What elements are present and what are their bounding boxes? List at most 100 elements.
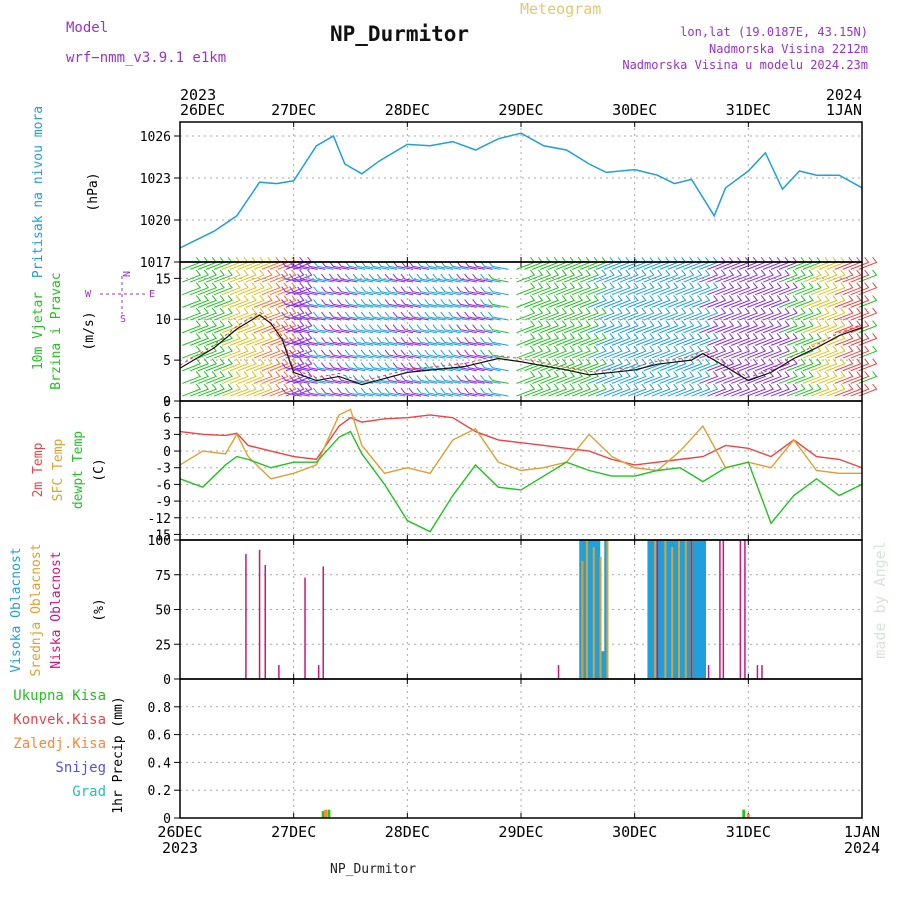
wind-barb <box>440 261 461 270</box>
wind-barb <box>762 333 782 346</box>
wind-barb <box>651 257 671 270</box>
wind-barb <box>611 269 631 283</box>
wind-barb <box>313 324 334 334</box>
pressure-series-line <box>179 132 863 249</box>
wind-barb <box>731 269 751 283</box>
wind-barb <box>731 383 751 397</box>
wind-barb <box>643 307 663 321</box>
wind-barb <box>198 269 218 283</box>
wind-barb <box>237 371 257 384</box>
wind-barb <box>548 307 568 321</box>
wind-barb <box>205 345 225 359</box>
cloud-mid-bar <box>654 540 657 679</box>
wind-barb <box>221 269 241 283</box>
wind-barb <box>400 286 422 296</box>
wind-barb <box>810 282 830 296</box>
t2m-series-line <box>179 414 863 469</box>
wind-barb <box>659 320 679 334</box>
cloud-low-bar <box>739 540 742 679</box>
wind-barb <box>376 286 398 296</box>
wind-barb <box>635 282 655 296</box>
wind-barb <box>699 307 719 321</box>
wind-barb <box>532 282 552 296</box>
wind-barb <box>627 333 647 346</box>
wind-barb <box>432 375 453 384</box>
wind-barb <box>747 307 767 321</box>
wind-axis-title-line2: Brzina i Pravac <box>49 272 64 389</box>
wind-barb <box>368 273 390 283</box>
wind-barb <box>190 295 210 308</box>
wind-barb <box>213 345 233 359</box>
wind-barb <box>424 286 445 296</box>
wind-barb <box>571 307 591 321</box>
wind-barb <box>564 358 584 372</box>
wind-barb <box>289 387 310 397</box>
wind-barb <box>245 282 265 296</box>
wind-barb <box>556 358 576 372</box>
wind-barb <box>281 349 302 359</box>
wind-barb <box>472 375 493 384</box>
wind-barb <box>384 273 406 283</box>
wind-barb <box>277 320 297 334</box>
wind-barb <box>440 375 461 384</box>
wind-barb <box>205 358 225 372</box>
wind-barb <box>305 286 326 296</box>
y-tick-label: 10 <box>155 313 171 328</box>
wind-barb <box>747 345 767 359</box>
y-tick-label: 0.8 <box>148 701 171 716</box>
wind-barb <box>464 362 485 372</box>
x-tick-label-bottom: 31DEC <box>726 823 771 841</box>
wind-barb <box>611 257 631 270</box>
wind-barb <box>305 362 326 372</box>
wind-barb <box>472 286 493 296</box>
wind-barb <box>472 273 493 283</box>
wind-barb <box>587 320 607 334</box>
wind-barb <box>321 311 342 321</box>
wind-barb <box>205 371 225 384</box>
wind-barb <box>579 269 599 283</box>
wind-barb <box>408 387 430 397</box>
wind-barb <box>619 269 639 283</box>
wind-barb <box>480 362 501 372</box>
wind-barb <box>297 362 318 372</box>
wind-barb <box>237 320 257 334</box>
wind-barb <box>675 282 695 296</box>
wind-barb <box>587 282 607 296</box>
wind-barb <box>715 333 735 346</box>
wind-barb <box>221 345 241 359</box>
wind-barb <box>603 371 623 384</box>
wind-barb <box>802 358 822 372</box>
wind-barb <box>564 282 584 296</box>
wind-barb <box>707 371 727 384</box>
wind-barb <box>328 261 350 270</box>
wind-barb <box>659 307 679 321</box>
wind-barb <box>424 337 445 346</box>
wind-barb <box>834 320 854 334</box>
wind-barb <box>245 345 265 359</box>
cloud-high-bar <box>579 540 584 679</box>
wind-barb <box>603 295 623 308</box>
wind-barb <box>842 320 862 334</box>
wind-barb <box>635 257 655 270</box>
wind-barb <box>182 307 202 321</box>
wind-barb <box>858 257 878 270</box>
wind-barb <box>205 257 225 270</box>
wind-barb <box>595 333 615 346</box>
cloud-high-bar <box>650 540 655 679</box>
wind-barb <box>532 307 552 321</box>
wind-barb <box>516 295 536 308</box>
wind-barb <box>392 273 414 283</box>
wind-barb <box>245 383 265 397</box>
cloud-high-bar <box>691 540 696 679</box>
wind-barb <box>432 299 453 308</box>
wind-barb <box>253 345 273 359</box>
wind-barb <box>587 333 607 346</box>
wind-speed-line <box>179 314 863 386</box>
wind-barb <box>635 269 655 283</box>
wind-barb <box>794 295 814 308</box>
precip-legend-label: Grad <box>72 784 106 800</box>
cloud-high-bar <box>674 540 679 679</box>
t2m-axis-title: 2m Temp <box>31 442 46 497</box>
precip-bar <box>323 809 327 818</box>
